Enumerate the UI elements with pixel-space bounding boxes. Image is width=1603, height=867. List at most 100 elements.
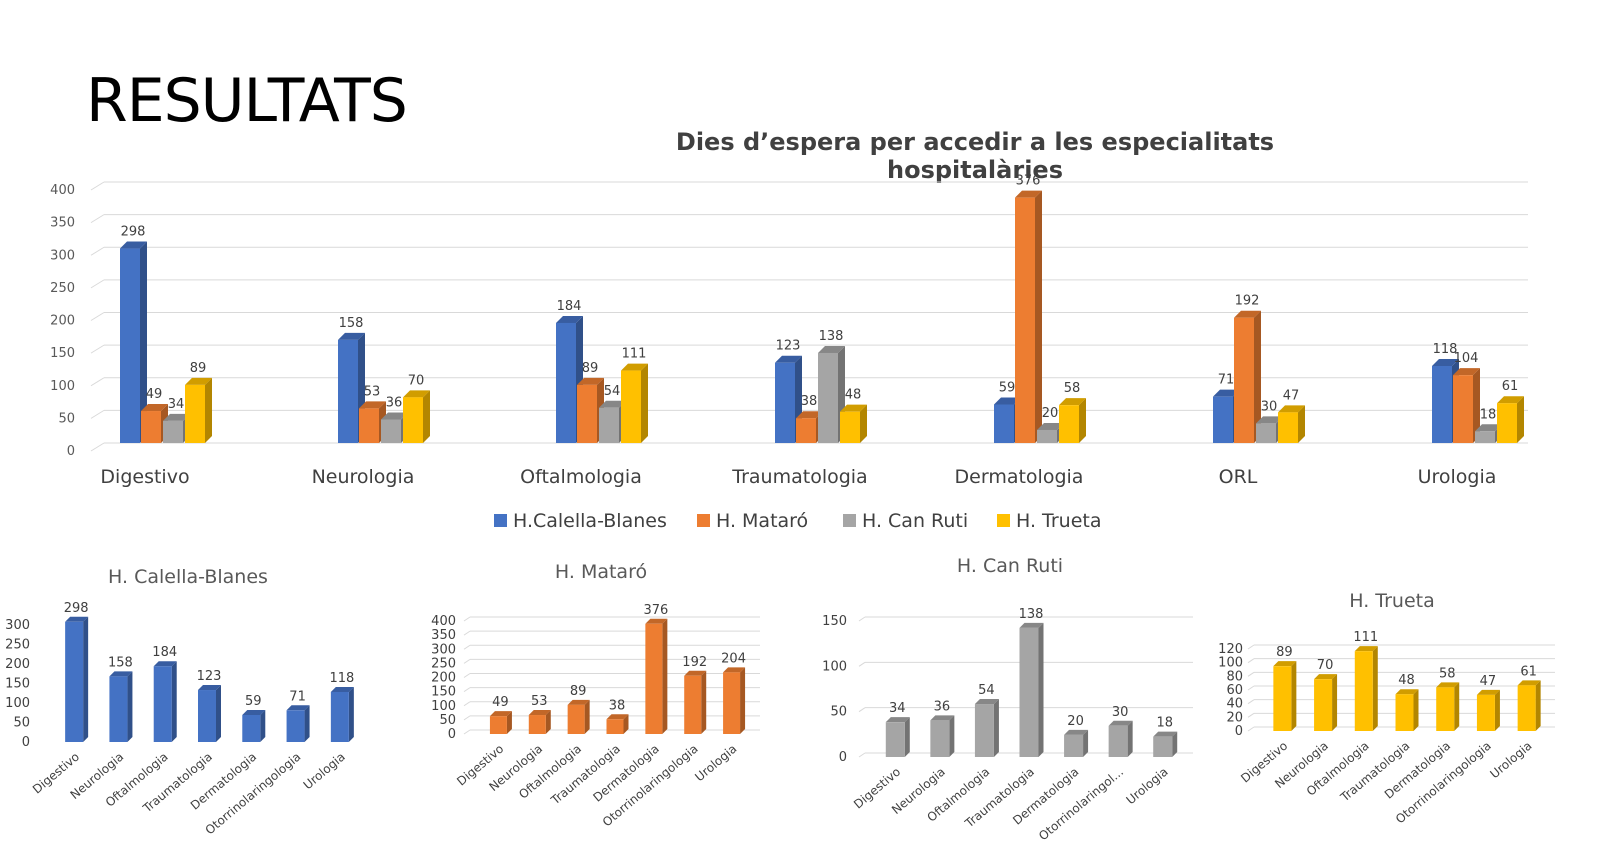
main-bar [621, 363, 648, 443]
main-chart: 0 50 100 150 200 250 300 350 400 298 49 34 89 Digesti… [50, 174, 1528, 532]
main-data-label: 104 [1454, 351, 1479, 366]
small-bar [65, 616, 89, 742]
small-bar [198, 685, 221, 742]
small-y-tick: 200 [431, 671, 456, 686]
small-data-label: 298 [64, 601, 89, 616]
small-data-label: 59 [245, 694, 262, 709]
small-category-label: Urologia [1487, 739, 1534, 782]
small-bar [1108, 720, 1133, 757]
small-data-label: 38 [609, 698, 626, 713]
main-y-tick: 0 [67, 444, 75, 459]
small-bar [1314, 674, 1338, 731]
legend-swatch [697, 514, 710, 527]
small-data-label: 192 [682, 655, 707, 670]
small-bar [885, 717, 910, 757]
small-y-tick: 100 [431, 699, 456, 714]
main-data-label: 20 [1042, 406, 1059, 421]
legend-swatch [843, 514, 856, 527]
main-bar [1453, 368, 1480, 443]
small-data-label: 18 [1156, 716, 1173, 731]
small-data-label: 47 [1480, 674, 1497, 689]
small-category-label: Traumatologia [548, 742, 623, 808]
main-data-label: 118 [1433, 342, 1458, 357]
small-bar [286, 705, 310, 742]
small-y-tick: 400 [431, 614, 456, 629]
small-data-label: 49 [492, 695, 509, 710]
main-data-label: 71 [1218, 373, 1235, 388]
small-data-label: 30 [1112, 705, 1129, 720]
small-data-label: 48 [1398, 673, 1415, 688]
small-chart-title: H. Trueta [1349, 590, 1434, 612]
small-y-tick: 250 [431, 656, 456, 671]
main-y-tick: 100 [50, 379, 75, 394]
small-y-tick: 200 [5, 657, 30, 672]
main-data-label: 49 [146, 387, 163, 402]
small-bar [1273, 661, 1297, 731]
small-chart-title: H. Mataró [555, 561, 647, 583]
legend-label: H. Can Ruti [862, 510, 968, 532]
main-category-label: Urologia [1418, 466, 1497, 488]
small-data-label: 70 [1317, 658, 1334, 673]
legend-swatch [494, 514, 507, 527]
small-data-label: 20 [1067, 714, 1084, 729]
small-chart-1: H. Calella-Blanes050100150200250300298Di… [5, 566, 354, 837]
small-y-tick: 40 [1226, 697, 1243, 712]
main-data-label: 376 [1016, 174, 1041, 189]
main-y-tick: 200 [50, 314, 75, 329]
main-data-label: 38 [801, 394, 818, 409]
small-data-label: 111 [1353, 630, 1378, 645]
main-bar [1278, 405, 1305, 443]
small-y-tick: 60 [1226, 683, 1243, 698]
main-data-label: 123 [776, 339, 801, 354]
main-bar [1497, 396, 1524, 443]
main-data-label: 36 [386, 396, 403, 411]
small-y-tick: 100 [5, 696, 30, 711]
small-y-tick: 50 [439, 713, 456, 728]
small-bar [1019, 622, 1044, 757]
main-bar [1015, 190, 1042, 443]
small-y-tick: 0 [448, 727, 456, 742]
small-bar [1476, 689, 1500, 731]
legend-label: H.Calella-Blanes [513, 510, 667, 532]
small-data-label: 34 [889, 701, 906, 716]
legend-label: H. Mataró [716, 510, 808, 532]
small-bar [330, 686, 354, 742]
main-category-label: Dermatologia [955, 466, 1084, 488]
small-bar [974, 699, 999, 757]
main-bar [403, 390, 430, 443]
main-bar [338, 332, 365, 443]
small-bar [684, 670, 707, 734]
small-bar [645, 618, 668, 734]
small-category-label: Urologia [1124, 765, 1171, 808]
small-y-tick: 50 [13, 716, 30, 731]
main-category-label: Neurologia [312, 466, 415, 488]
main-category-label: Oftalmologia [520, 466, 642, 488]
legend-item: H. Mataró [697, 510, 808, 532]
small-chart-3: H. Can Ruti05010015034Digestivo36Neurolo… [822, 555, 1193, 843]
small-chart-2: H. Mataró05010015020025030035040049Diges… [431, 561, 760, 829]
small-y-tick: 150 [822, 614, 847, 629]
small-data-label: 89 [1276, 645, 1293, 660]
small-bar [1517, 680, 1541, 731]
small-bar [1153, 731, 1178, 757]
small-data-label: 123 [197, 669, 222, 684]
main-data-label: 59 [999, 381, 1016, 396]
main-data-label: 70 [408, 373, 425, 388]
main-chart-title: Dies d’espera per accedir a les especial… [675, 128, 1275, 184]
small-y-tick: 50 [830, 705, 847, 720]
small-data-label: 36 [934, 699, 951, 714]
small-data-label: 138 [1019, 607, 1044, 622]
small-data-label: 158 [108, 655, 133, 670]
main-data-label: 61 [1502, 379, 1519, 394]
main-data-label: 34 [168, 397, 185, 412]
small-y-tick: 250 [5, 638, 30, 653]
main-y-tick: 350 [50, 216, 75, 231]
small-y-tick: 0 [22, 735, 30, 750]
small-data-label: 118 [329, 671, 354, 686]
small-chart-title: H. Can Ruti [957, 555, 1063, 577]
small-category-label: Otorrinolaringol... [1036, 765, 1126, 844]
small-data-label: 54 [978, 683, 995, 698]
small-data-label: 184 [152, 645, 177, 660]
